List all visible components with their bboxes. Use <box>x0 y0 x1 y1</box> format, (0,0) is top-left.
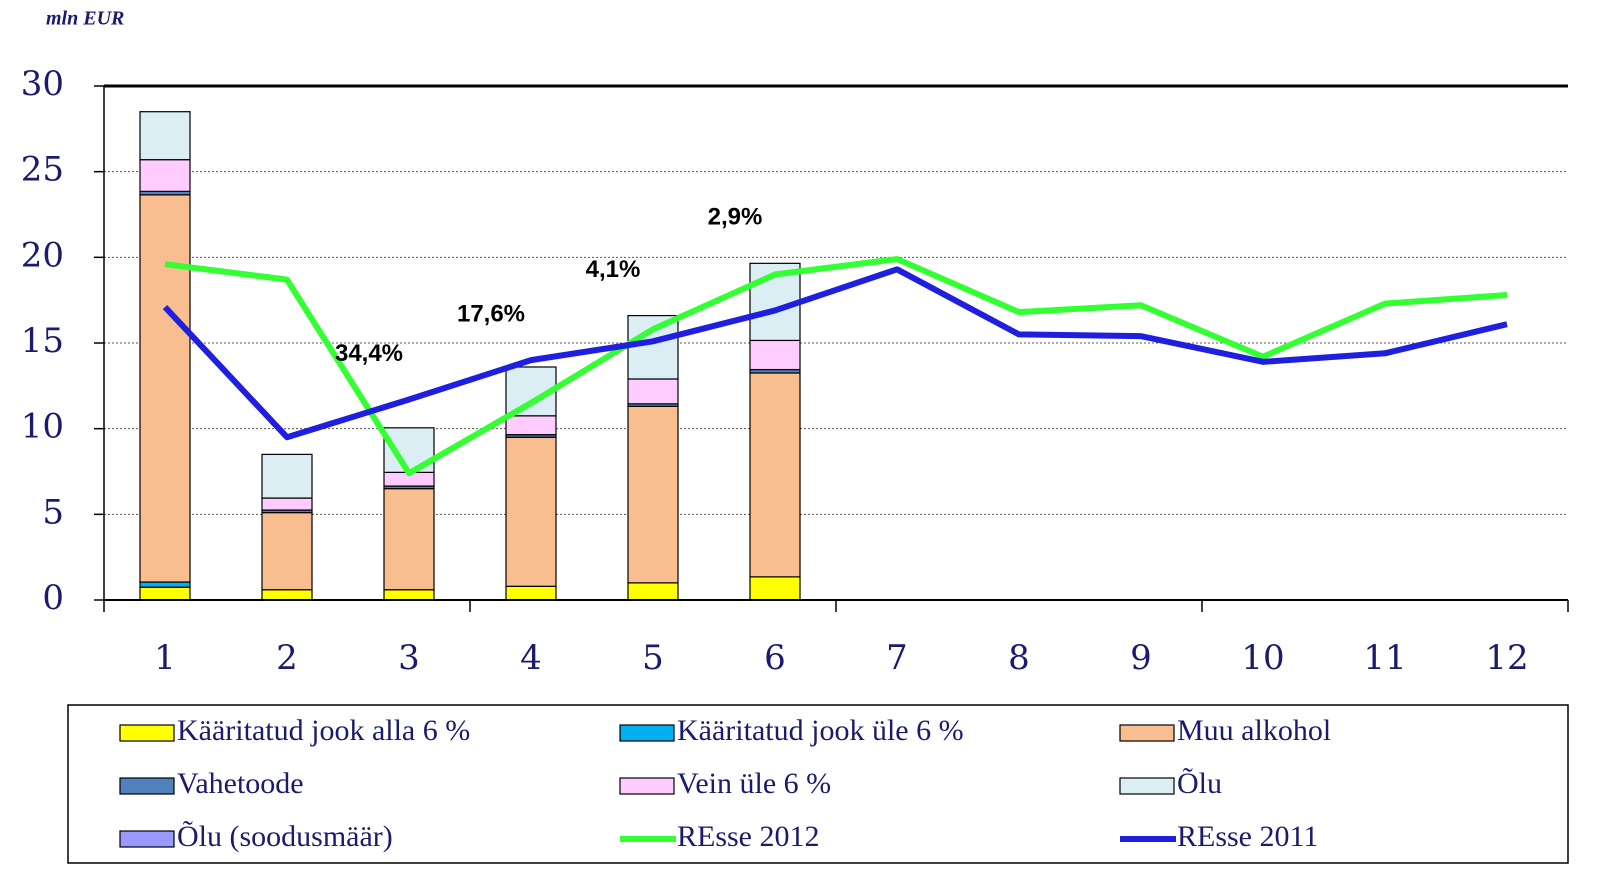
x-tick-label: 11 <box>1363 638 1406 678</box>
bar-segment <box>627 378 679 405</box>
legend-label: REsse 2011 <box>1177 820 1318 853</box>
x-tick-label: 2 <box>276 638 298 678</box>
legend-label: Kääritatud jook üle 6 % <box>677 714 964 747</box>
bar-segment <box>261 497 313 511</box>
legend-swatch <box>119 724 175 742</box>
line-series <box>162 266 1508 441</box>
legend-label: Õlu <box>1177 767 1222 800</box>
bar-segment <box>505 585 557 601</box>
y-tick-label: 20 <box>21 235 64 275</box>
line-series <box>164 256 1508 477</box>
bar-segment <box>139 586 191 601</box>
bar-segment <box>139 194 191 583</box>
y-axis-label: mln EUR <box>46 8 124 30</box>
annotation: 17,6% <box>457 300 525 327</box>
bar-segment <box>749 339 801 371</box>
bar-segment <box>627 405 679 584</box>
legend-swatch <box>619 724 675 742</box>
legend-swatch <box>1119 777 1175 795</box>
bar-segment <box>749 372 801 578</box>
x-tick-label: 12 <box>1485 638 1528 678</box>
x-tick-label: 7 <box>886 638 908 678</box>
legend-label: Kääritatud jook alla 6 % <box>177 714 470 747</box>
bar-segment <box>627 314 679 380</box>
legend-label: Vein üle 6 % <box>677 767 831 800</box>
bar-segment <box>505 436 557 587</box>
y-tick-label: 30 <box>21 64 64 104</box>
legend-label: Õlu (soodusmäär) <box>177 820 393 853</box>
bar-segment <box>749 576 801 601</box>
bar-segment <box>261 512 313 591</box>
bar-segment <box>139 159 191 192</box>
legend-swatch <box>119 777 175 795</box>
x-tick-label: 8 <box>1008 638 1030 678</box>
x-tick-label: 4 <box>520 638 542 678</box>
annotation: 34,4% <box>335 340 403 367</box>
x-tick-label: 6 <box>764 638 786 678</box>
y-tick-label: 15 <box>21 321 64 361</box>
y-tick-label: 5 <box>42 492 64 532</box>
legend-swatch <box>119 830 175 848</box>
legend-label: Muu alkohol <box>1177 714 1331 747</box>
bar-segment <box>383 488 435 591</box>
annotation: 4,1% <box>586 256 641 283</box>
bar-segment <box>627 582 679 601</box>
bar-segment <box>505 415 557 436</box>
legend-box <box>67 704 1569 864</box>
bar-segment <box>261 453 313 499</box>
legend-swatch <box>619 777 675 795</box>
x-tick-label: 3 <box>398 638 420 678</box>
x-tick-label: 9 <box>1130 638 1152 678</box>
x-tick-label: 1 <box>154 638 176 678</box>
y-tick-label: 10 <box>21 407 64 447</box>
annotation: 2,9% <box>708 204 763 231</box>
bar-segment <box>139 581 191 588</box>
x-tick-label: 5 <box>642 638 664 678</box>
bar-segment <box>261 589 313 601</box>
y-tick-label: 0 <box>42 578 64 618</box>
y-tick-label: 25 <box>21 150 64 190</box>
legend-swatch <box>1119 724 1175 742</box>
x-tick-label: 10 <box>1241 638 1284 678</box>
legend-label: Vahetoode <box>177 767 304 800</box>
legend-label: REsse 2012 <box>677 820 820 853</box>
bar-segment <box>383 589 435 601</box>
bar-segment <box>139 111 191 161</box>
